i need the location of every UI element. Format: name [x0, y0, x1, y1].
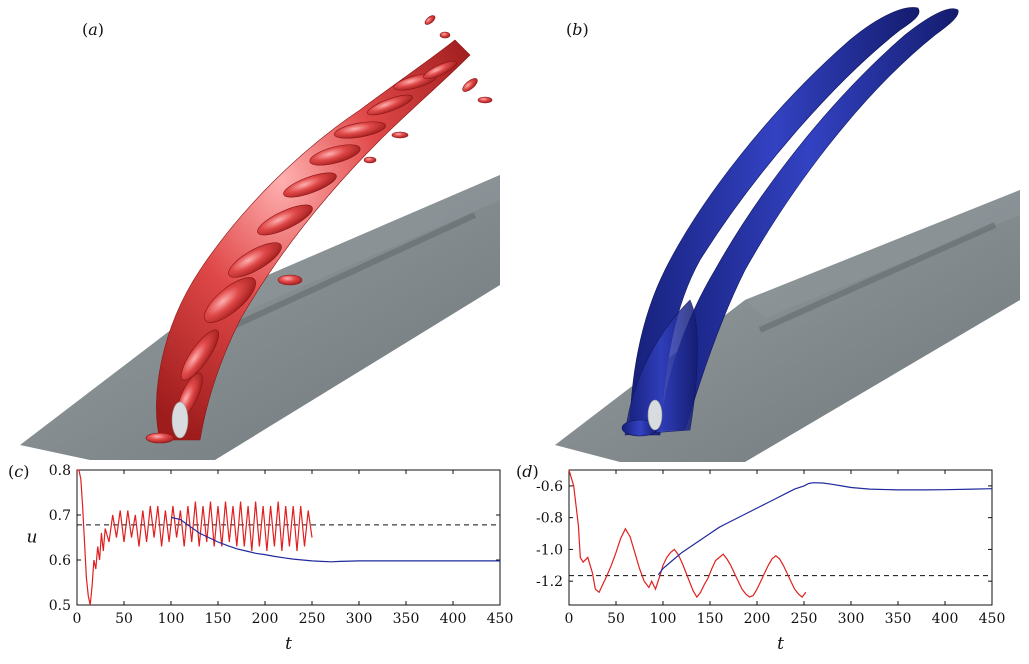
y-tick-label-d: -0.6	[536, 479, 563, 495]
series-line-blue-d	[657, 482, 993, 576]
series-line-blue-c	[170, 516, 500, 563]
x-tick-label-c: 300	[346, 611, 373, 627]
x-tick-label-d: 200	[744, 611, 771, 627]
x-tick-label-c: 50	[115, 611, 133, 627]
x-tick-label-d: 300	[838, 611, 865, 627]
series-line-red-c	[77, 469, 313, 606]
x-axis-title-d: t	[777, 634, 784, 654]
y-tick-label-c: 0.8	[49, 463, 71, 479]
y-tick-label-d: -0.8	[536, 511, 563, 527]
y-tick-label-d: -1.0	[536, 542, 563, 558]
x-tick-label-d: 50	[607, 611, 625, 627]
x-tick-label-d: 350	[885, 611, 912, 627]
y-tick-label-c: 0.5	[49, 598, 71, 614]
x-tick-label-c: 0	[73, 611, 82, 627]
x-tick-label-d: 250	[791, 611, 818, 627]
x-tick-label-d: 400	[932, 611, 959, 627]
panel-label-c: (c)	[8, 462, 30, 481]
x-tick-label-d: 0	[565, 611, 574, 627]
x-tick-label-d: 450	[979, 611, 1006, 627]
axes-frame-d	[568, 469, 993, 606]
y-tick-label-c: 0.7	[49, 508, 71, 524]
y-tick-label-c: 0.6	[49, 553, 71, 569]
panel-label-b: (b)	[566, 20, 589, 39]
y-tick-label-d: -1.2	[536, 574, 563, 590]
axes-frame-c	[76, 469, 501, 606]
x-tick-label-c: 100	[158, 611, 185, 627]
series-line-red-d	[568, 469, 807, 599]
x-tick-label-c: 200	[252, 611, 279, 627]
panel-label-a: (a)	[82, 20, 105, 39]
x-tick-label-c: 400	[440, 611, 467, 627]
x-tick-label-c: 250	[299, 611, 326, 627]
panel-label-d: (d)	[516, 462, 539, 481]
x-tick-label-d: 100	[650, 611, 677, 627]
y-axis-title-c: u	[27, 528, 38, 548]
x-tick-label-c: 150	[205, 611, 232, 627]
x-tick-label-d: 150	[697, 611, 724, 627]
x-tick-label-c: 450	[487, 611, 514, 627]
x-tick-label-c: 350	[393, 611, 420, 627]
x-axis-title-c: t	[285, 634, 292, 654]
